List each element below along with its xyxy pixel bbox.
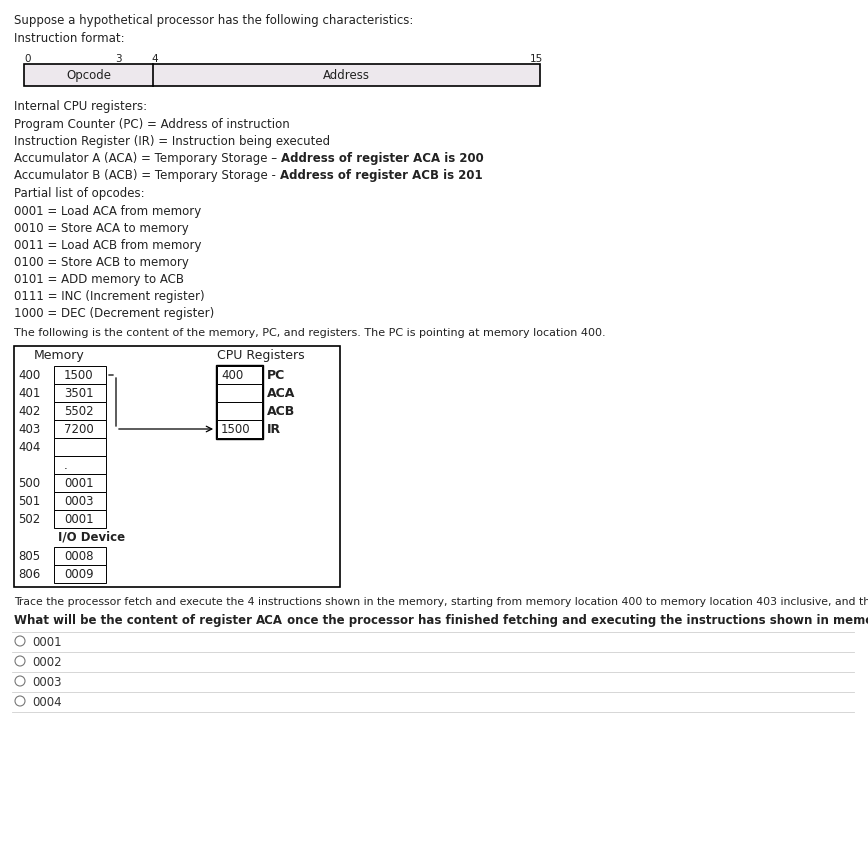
Text: Address of register ACB is 201: Address of register ACB is 201	[279, 169, 483, 182]
Text: 805: 805	[18, 550, 40, 563]
Text: 0011 = Load ACB from memory: 0011 = Load ACB from memory	[14, 239, 201, 252]
Text: .: .	[64, 459, 68, 472]
Text: Internal CPU registers:: Internal CPU registers:	[14, 100, 147, 113]
Text: ACB: ACB	[267, 405, 295, 418]
Text: 5502: 5502	[64, 405, 94, 418]
Text: 1500: 1500	[64, 369, 94, 382]
Text: 0001 = Load ACA from memory: 0001 = Load ACA from memory	[14, 205, 201, 218]
Text: 0100 = Store ACB to memory: 0100 = Store ACB to memory	[14, 256, 189, 269]
Text: 0003: 0003	[64, 495, 94, 508]
Bar	[54, 510, 106, 528]
Text: I/O Device: I/O Device	[58, 531, 125, 544]
Bar	[54, 474, 106, 492]
Text: PC: PC	[267, 369, 286, 382]
Bar	[24, 64, 540, 86]
Text: Instruction format:: Instruction format:	[14, 32, 125, 45]
Text: Instruction Register (IR) = Instruction being executed: Instruction Register (IR) = Instruction …	[14, 135, 330, 148]
Text: once the processor has finished fetching and executing the instructions shown in: once the processor has finished fetching…	[283, 614, 868, 627]
Bar	[217, 402, 262, 420]
Text: 0001: 0001	[64, 513, 94, 526]
Bar	[54, 492, 106, 510]
Text: 0009: 0009	[64, 568, 94, 581]
Text: 0111 = INC (Increment register): 0111 = INC (Increment register)	[14, 290, 205, 303]
Text: 0: 0	[24, 54, 30, 64]
Text: Suppose a hypothetical processor has the following characteristics:: Suppose a hypothetical processor has the…	[14, 14, 413, 27]
Text: 3501: 3501	[64, 387, 94, 400]
Text: 3: 3	[115, 54, 122, 64]
Text: The following is the content of the memory, PC, and registers. The PC is pointin: The following is the content of the memo…	[14, 328, 606, 338]
Text: 15: 15	[530, 54, 543, 64]
Text: 1500: 1500	[221, 423, 251, 436]
Text: 501: 501	[18, 495, 40, 508]
Text: ACA: ACA	[256, 614, 283, 627]
Bar	[54, 438, 106, 456]
Bar	[217, 384, 262, 402]
Text: 502: 502	[18, 513, 40, 526]
Text: ACA: ACA	[267, 387, 295, 400]
Text: 0002: 0002	[32, 656, 62, 669]
Text: 0010 = Store ACA to memory: 0010 = Store ACA to memory	[14, 222, 188, 235]
Text: Partial list of opcodes:: Partial list of opcodes:	[14, 187, 145, 200]
Text: 400: 400	[18, 369, 40, 382]
Text: 0001: 0001	[64, 477, 94, 490]
Bar	[54, 366, 106, 384]
Text: 806: 806	[18, 568, 40, 581]
Text: 0001: 0001	[32, 636, 62, 649]
Text: 0101 = ADD memory to ACB: 0101 = ADD memory to ACB	[14, 273, 184, 286]
Text: 404: 404	[18, 441, 41, 454]
Bar	[54, 420, 106, 438]
Text: Accumulator B (ACB) = Temporary Storage -: Accumulator B (ACB) = Temporary Storage …	[14, 169, 279, 182]
Bar	[14, 346, 340, 587]
Text: Trace the processor fetch and execute the 4 instructions shown in the memory, st: Trace the processor fetch and execute th…	[14, 597, 868, 607]
Text: 0004: 0004	[32, 696, 62, 709]
Text: 0008: 0008	[64, 550, 94, 563]
Bar	[217, 420, 262, 438]
Bar	[54, 547, 106, 565]
Text: Opcode: Opcode	[66, 69, 111, 82]
Text: 7200: 7200	[64, 423, 94, 436]
Text: Address: Address	[323, 69, 370, 82]
Bar	[54, 402, 106, 420]
Text: 500: 500	[18, 477, 40, 490]
Text: 401: 401	[18, 387, 41, 400]
Text: 1000 = DEC (Decrement register): 1000 = DEC (Decrement register)	[14, 307, 214, 320]
Text: IR: IR	[267, 423, 281, 436]
Text: 400: 400	[221, 369, 243, 382]
Text: Memory: Memory	[34, 349, 85, 362]
Bar	[54, 456, 106, 474]
Bar	[217, 366, 262, 384]
Text: 402: 402	[18, 405, 41, 418]
Text: Address of register ACA is 200: Address of register ACA is 200	[281, 152, 483, 165]
Text: 4: 4	[151, 54, 158, 64]
Text: What will be the content of register: What will be the content of register	[14, 614, 256, 627]
Text: 403: 403	[18, 423, 40, 436]
Text: Accumulator A (ACA) = Temporary Storage –: Accumulator A (ACA) = Temporary Storage …	[14, 152, 281, 165]
Bar	[216, 365, 263, 439]
Text: Program Counter (PC) = Address of instruction: Program Counter (PC) = Address of instru…	[14, 118, 290, 131]
Text: CPU Registers: CPU Registers	[217, 349, 305, 362]
Text: 0003: 0003	[32, 676, 62, 689]
Bar	[54, 565, 106, 583]
Bar	[54, 384, 106, 402]
